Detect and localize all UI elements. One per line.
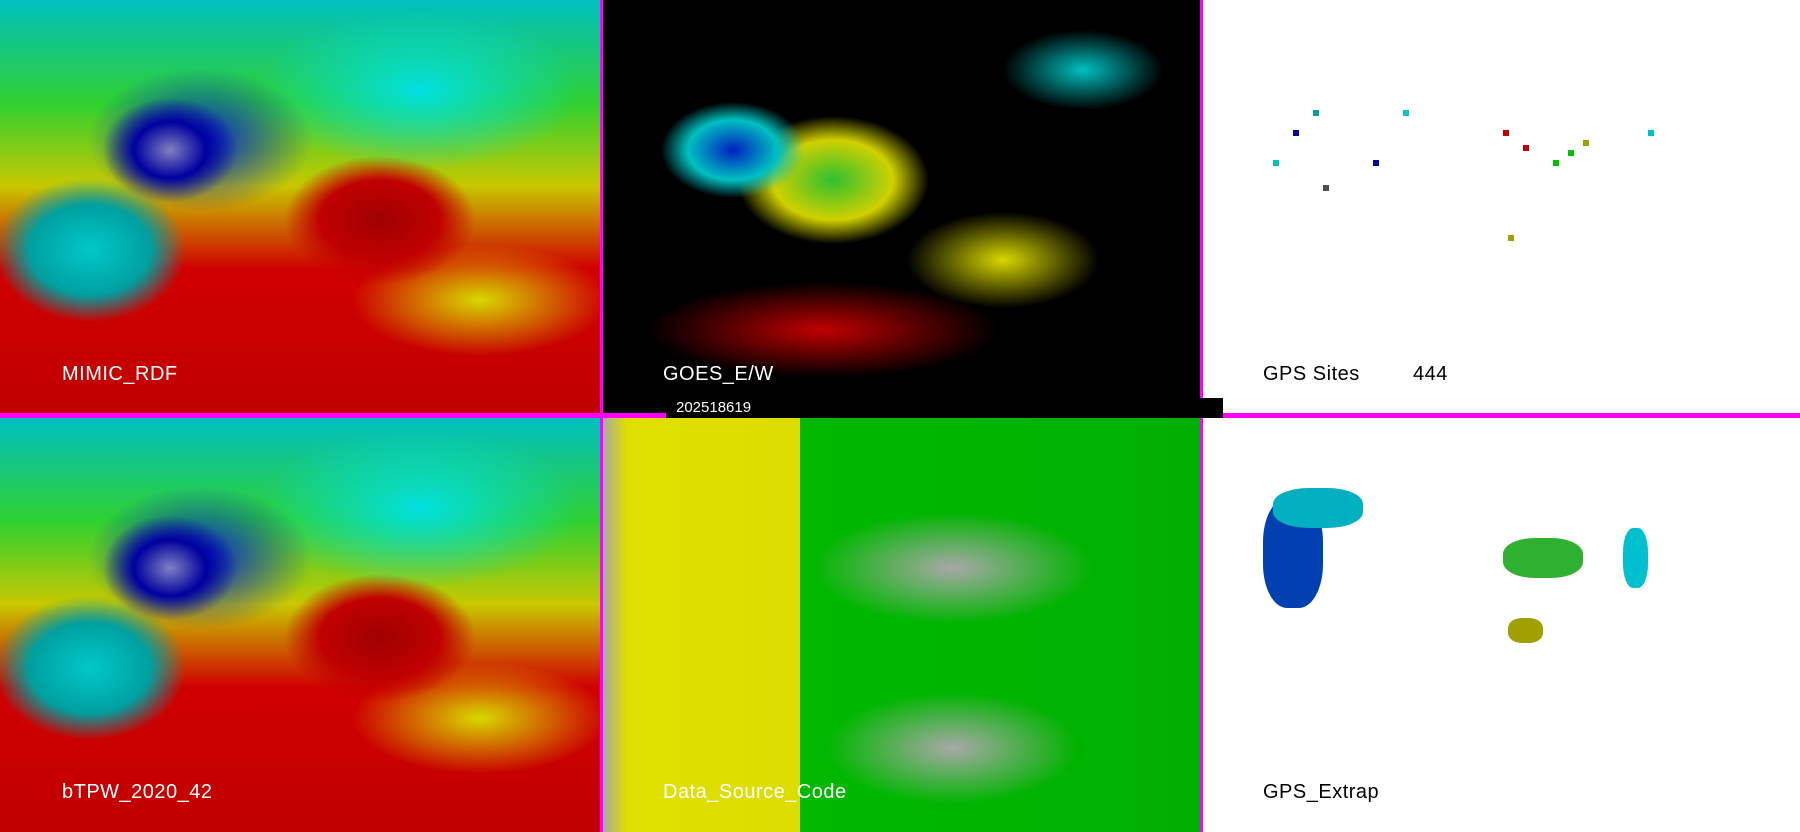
panel-label: MIMIC_RDF <box>62 363 178 385</box>
panel-label: Data_Source_Code <box>663 781 847 803</box>
gps-site-count: 444 <box>1413 363 1448 385</box>
goes-panel: GOES_E/W <box>603 0 1200 413</box>
gps-extrap-panel: GPS_Extrap <box>1203 418 1800 832</box>
data-source-code-panel: Data_Source_Code <box>603 418 1200 832</box>
panel-label: GPS Sites <box>1263 363 1360 385</box>
btpw-panel: bTPW_2020_42 <box>0 418 600 832</box>
gps-sites-panel: GPS Sites 444 <box>1203 0 1800 413</box>
mimic-rdf-panel: MIMIC_RDF <box>0 0 600 413</box>
panel-label: bTPW_2020_42 <box>62 781 213 803</box>
timestamp-bar: 202518619 <box>666 398 1223 418</box>
panel-label: GPS_Extrap <box>1263 781 1380 803</box>
panel-label: GOES_E/W <box>663 363 774 385</box>
